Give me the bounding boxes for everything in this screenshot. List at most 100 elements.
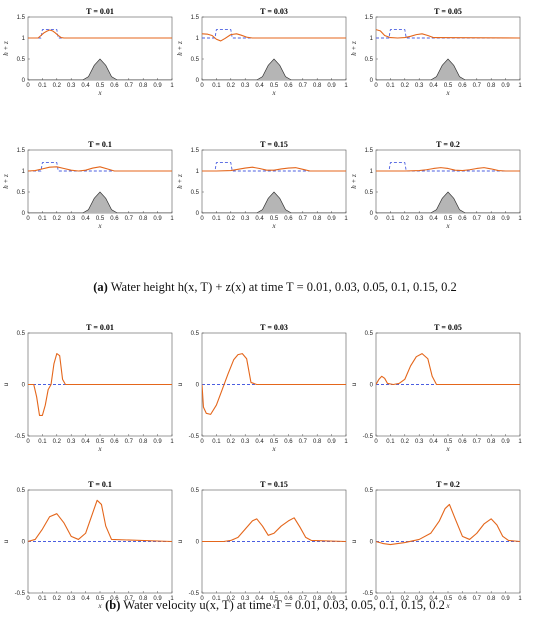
x-tick-label: 0.9	[153, 596, 162, 602]
x-tick-label: 0.9	[327, 596, 336, 602]
x-tick-label: 0	[26, 596, 30, 602]
y-tick-label: 0	[22, 211, 26, 217]
x-axis-label: x	[445, 445, 450, 453]
plot-area	[28, 29, 172, 80]
x-axis-label: x	[97, 222, 102, 230]
y-axis-label: h + z	[2, 174, 10, 189]
chart-panel-a-6: T = 0.2 0 0.1 0.2 0.3 0.4 0.5 0.6 0.7 0.8 0.9 1 0 0.5…	[350, 140, 522, 230]
x-tick-label: 0.1	[212, 596, 221, 602]
panel-title: T = 0.1	[88, 140, 112, 149]
x-tick-label: 0.6	[458, 439, 467, 445]
x-tick-label: 0.4	[81, 216, 90, 222]
x-tick-label: 0.5	[270, 83, 279, 89]
x-tick-label: 0.4	[255, 439, 264, 445]
y-tick-label: 1.5	[191, 148, 200, 154]
x-axis-label: x	[445, 89, 450, 97]
chart-panel-b-4: T = 0.1 0 0.1 0.2 0.3 0.4 0.5 0.6 0.7 0.8 0.9 1 -0.5…	[2, 480, 174, 610]
y-tick-label: -0.5	[15, 591, 26, 597]
x-tick-label: 0.1	[212, 216, 221, 222]
panel-title: T = 0.2	[436, 140, 460, 149]
solution-line	[202, 353, 346, 415]
x-tick-label: 0.7	[473, 596, 482, 602]
x-tick-label: 0.7	[299, 83, 308, 89]
panel-title: T = 0.05	[434, 323, 462, 332]
y-tick-label: 0	[22, 78, 26, 84]
bathymetry-area	[202, 192, 346, 213]
x-tick-label: 0.6	[110, 439, 119, 445]
x-tick-label: 0.5	[96, 596, 105, 602]
x-tick-label: 0.2	[227, 216, 236, 222]
x-tick-label: 0.7	[125, 216, 134, 222]
x-tick-label: 0.9	[327, 216, 336, 222]
caption-a: (a) Water height h(x, T) + z(x) at time …	[0, 280, 550, 295]
x-tick-label: 0	[26, 83, 30, 89]
x-tick-label: 0.3	[241, 216, 250, 222]
x-tick-label: 0.5	[444, 83, 453, 89]
y-tick-label: 0.5	[17, 331, 26, 337]
y-axis-label: u	[176, 382, 184, 386]
panel-title: T = 0.03	[260, 323, 288, 332]
x-tick-label: 0.1	[386, 83, 395, 89]
x-tick-label: 0.5	[444, 216, 453, 222]
x-tick-label: 0.4	[429, 216, 438, 222]
x-tick-label: 0.9	[501, 216, 510, 222]
x-tick-label: 0.2	[53, 439, 62, 445]
chart-panel-a-2: T = 0.03 0 0.1 0.2 0.3 0.4 0.5 0.6 0.7 0.8 0.9 1 0 0.…	[176, 7, 348, 97]
x-tick-label: 0.2	[227, 83, 236, 89]
y-tick-label: 1	[196, 169, 200, 175]
plot-area	[202, 29, 346, 80]
x-tick-label: 0.8	[487, 596, 496, 602]
initial-condition-line	[376, 29, 520, 39]
x-tick-label: 1	[170, 596, 174, 602]
x-tick-label: 0.4	[429, 596, 438, 602]
panel-title: T = 0.15	[260, 140, 288, 149]
x-tick-label: 0.9	[153, 216, 162, 222]
x-tick-label: 0.9	[501, 83, 510, 89]
x-tick-label: 0.8	[487, 83, 496, 89]
x-axis-label: x	[271, 602, 276, 610]
y-tick-label: 0.5	[365, 190, 374, 196]
y-tick-label: 0.5	[365, 57, 374, 63]
x-tick-label: 0	[200, 439, 204, 445]
x-tick-label: 0.3	[241, 439, 250, 445]
solution-line	[376, 167, 520, 172]
y-tick-label: 0	[196, 211, 200, 217]
y-tick-label: 0.5	[17, 57, 26, 63]
x-tick-label: 0.1	[38, 216, 47, 222]
y-axis-label: h + z	[176, 174, 184, 189]
y-axis-label: h + z	[350, 174, 358, 189]
x-axis-label: x	[97, 445, 102, 453]
y-tick-label: 0	[370, 211, 374, 217]
x-tick-label: 0.2	[227, 439, 236, 445]
bathymetry-area	[28, 59, 172, 80]
x-tick-label: 0.9	[501, 596, 510, 602]
y-axis-label: u	[350, 539, 358, 543]
x-tick-label: 1	[170, 83, 174, 89]
plot-area	[28, 499, 172, 543]
x-tick-label: 0.8	[313, 596, 322, 602]
y-tick-label: 0	[196, 383, 200, 389]
x-tick-label: 0.7	[125, 596, 134, 602]
x-tick-label: 0.7	[473, 83, 482, 89]
x-tick-label: 0.7	[473, 216, 482, 222]
bathymetry-outline	[376, 58, 520, 80]
x-tick-label: 0.7	[299, 216, 308, 222]
solution-line	[376, 353, 520, 386]
x-tick-label: 0.9	[327, 83, 336, 89]
y-tick-label: 1.5	[365, 148, 374, 154]
bathymetry-area	[28, 192, 172, 213]
bathymetry-area	[376, 59, 520, 80]
x-tick-label: 0.4	[255, 83, 264, 89]
x-tick-label: 0	[200, 83, 204, 89]
x-tick-label: 0	[374, 439, 378, 445]
x-tick-label: 0.9	[327, 439, 336, 445]
x-tick-label: 1	[344, 216, 348, 222]
y-axis-label: u	[176, 539, 184, 543]
x-tick-label: 0.2	[401, 83, 410, 89]
x-tick-label: 0.6	[458, 596, 467, 602]
caption-b-text: Water velocity u(x, T) at time T = 0.01,…	[123, 598, 445, 612]
x-tick-label: 1	[344, 83, 348, 89]
y-tick-label: -0.5	[189, 434, 200, 440]
x-tick-label: 0.7	[125, 83, 134, 89]
